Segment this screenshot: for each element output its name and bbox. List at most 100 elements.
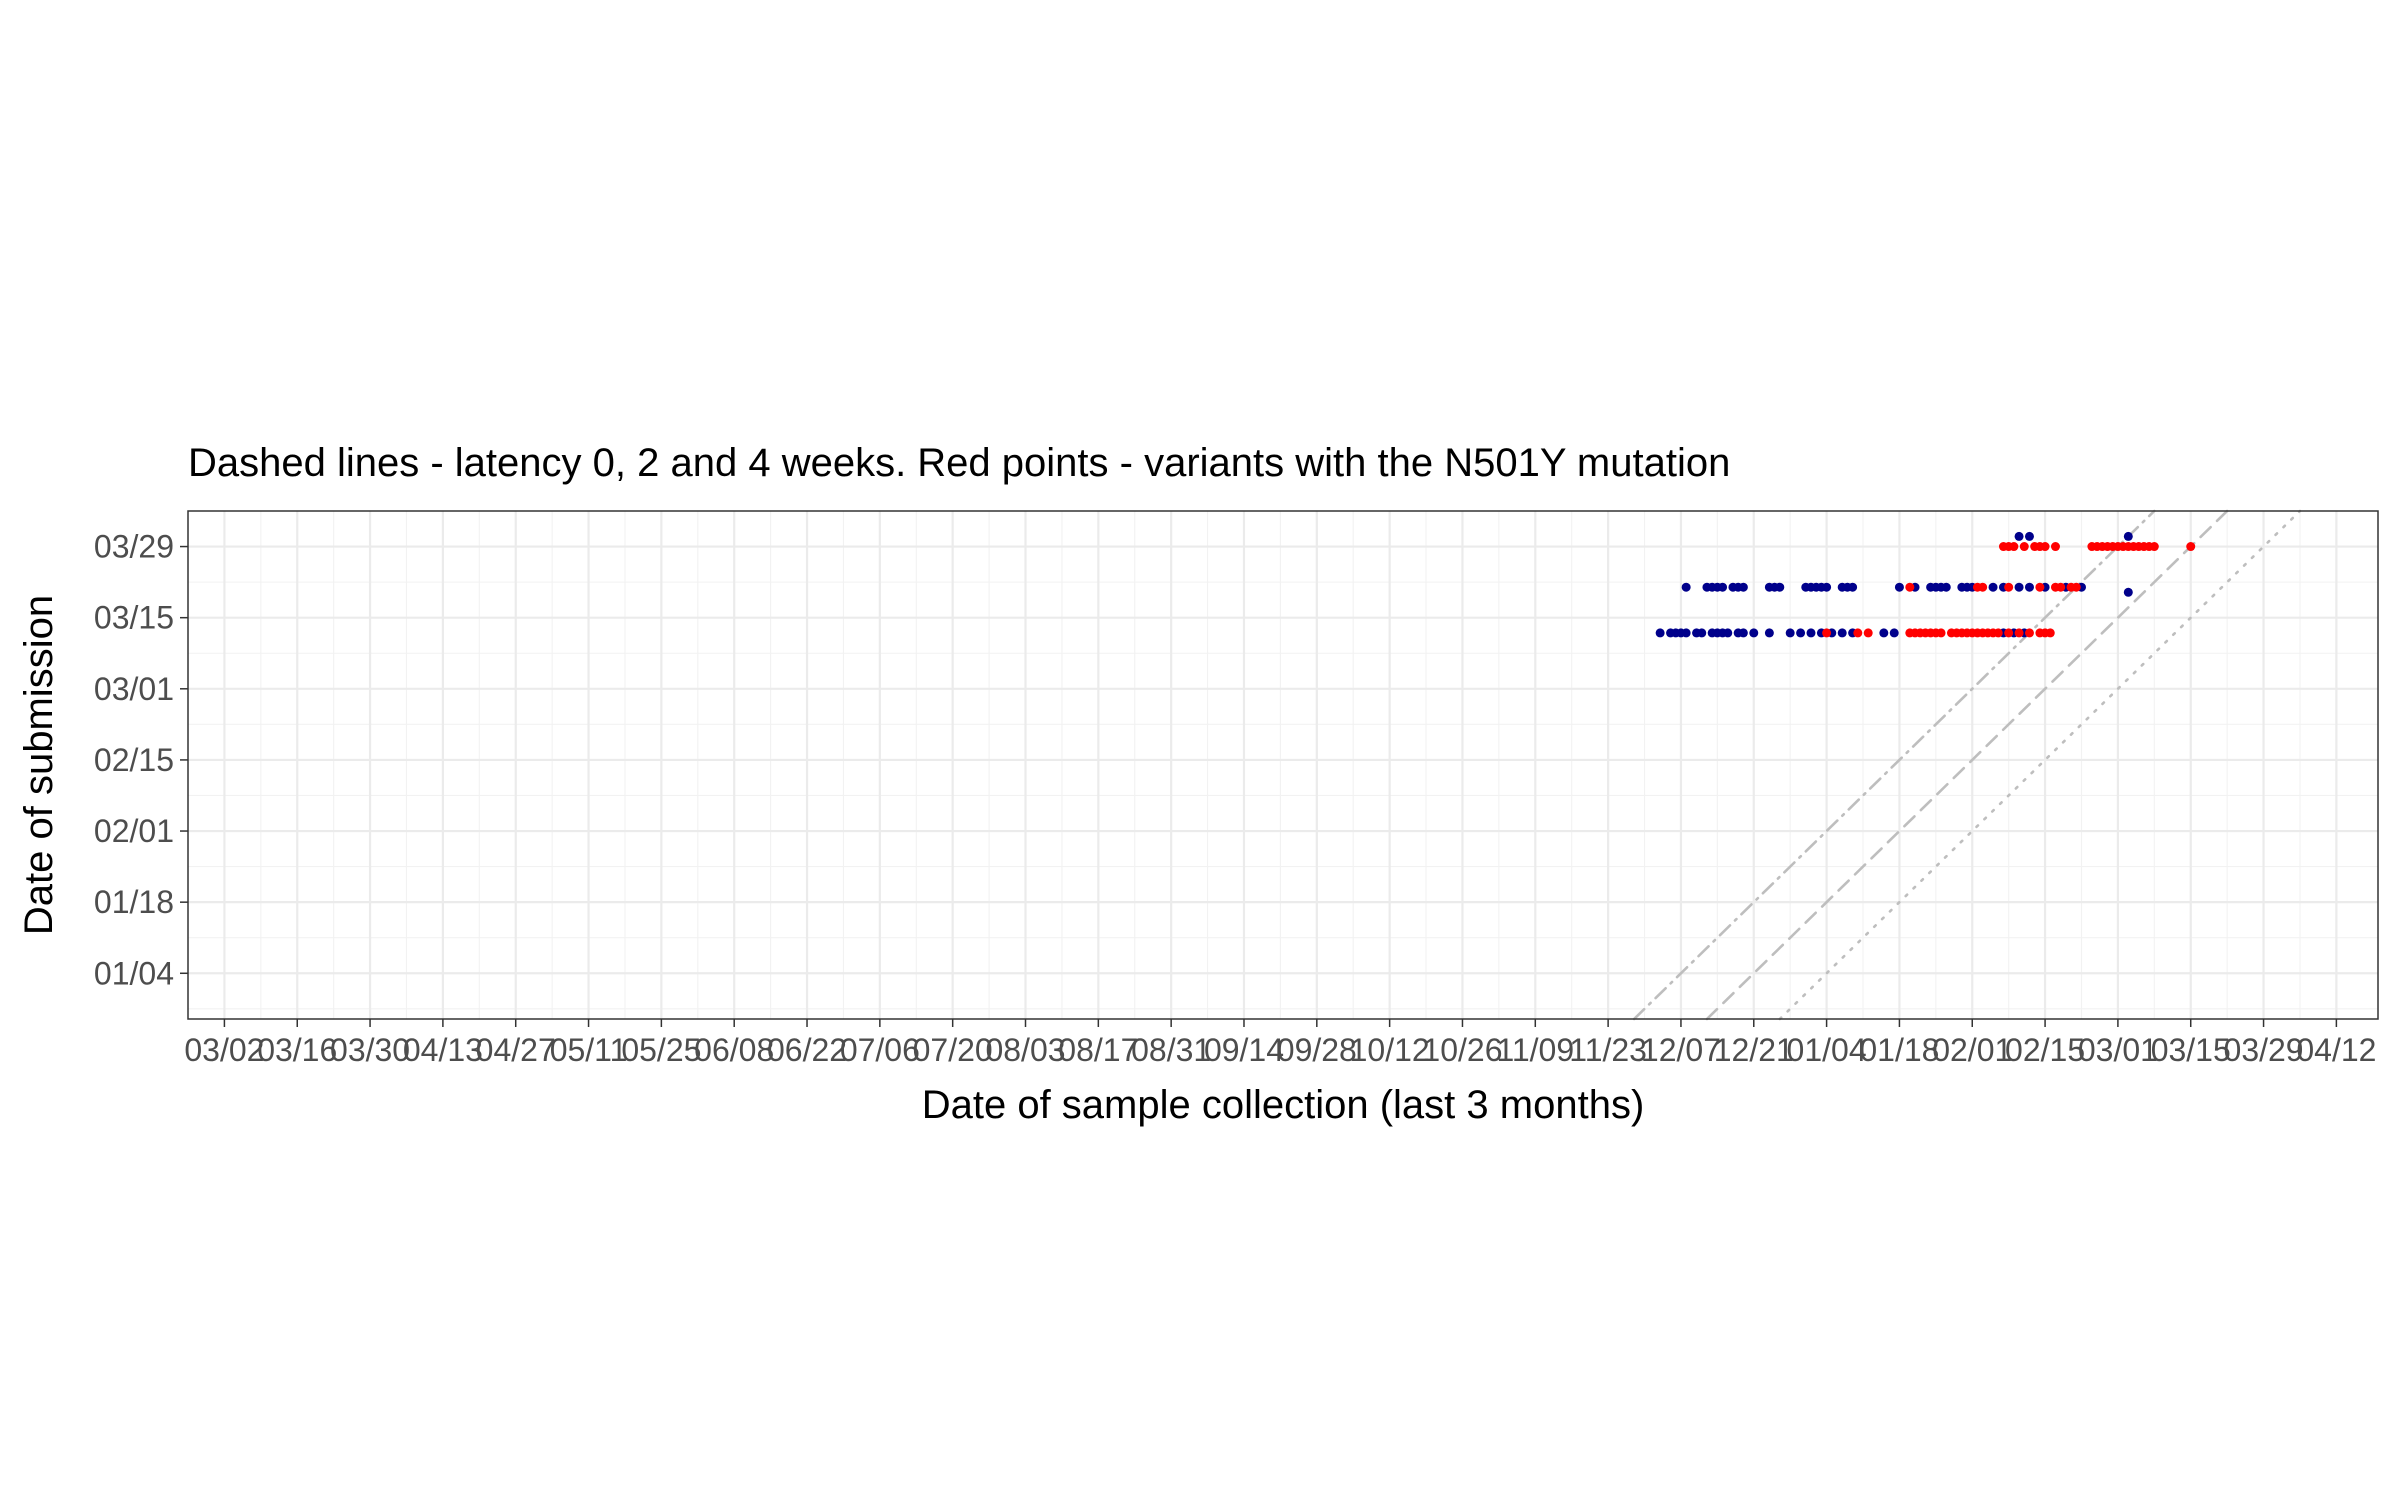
x-tick-label: 07/06 xyxy=(840,1032,920,1068)
series-0-point xyxy=(1889,628,1899,638)
series-1-point xyxy=(2186,542,2196,552)
major-gridlines xyxy=(188,511,2378,1019)
x-tick-label: 03/15 xyxy=(2151,1032,2231,1068)
series-0-point xyxy=(2123,587,2133,597)
x-tick-label: 01/18 xyxy=(1859,1032,1939,1068)
series-0-point xyxy=(1764,628,1774,638)
series-0-point xyxy=(2123,531,2133,541)
y-tick-label: 02/01 xyxy=(94,813,174,849)
latency-reference-lines xyxy=(1632,509,2302,1021)
series-0-point xyxy=(1723,628,1733,638)
y-tick-label: 02/15 xyxy=(94,742,174,778)
series-1-point xyxy=(2009,542,2019,552)
series-0-point xyxy=(1988,582,1998,592)
x-tick-label: 03/29 xyxy=(2224,1032,2304,1068)
series-1-point xyxy=(1822,628,1832,638)
series-0-point xyxy=(1749,628,1759,638)
series-1-point xyxy=(2071,582,2081,592)
x-tick-label: 04/13 xyxy=(403,1032,483,1068)
x-tick-label: 03/01 xyxy=(2078,1032,2158,1068)
series-0-point xyxy=(1681,628,1691,638)
y-axis-ticks: 01/04 01/18 02/01 02/15 03/01 03/15 03/29 xyxy=(94,529,188,991)
series-0-point xyxy=(1879,628,1889,638)
series-0-point xyxy=(2014,582,2024,592)
x-tick-label: 02/15 xyxy=(2005,1032,2085,1068)
series-0-point xyxy=(1796,628,1806,638)
series-1-point xyxy=(1993,628,2003,638)
x-tick-label: 10/26 xyxy=(1422,1032,1502,1068)
latency-4-weeks-line xyxy=(1632,509,2156,1021)
y-tick-label: 03/01 xyxy=(94,671,174,707)
series-0-point xyxy=(1822,582,1832,592)
x-tick-label: 10/12 xyxy=(1350,1032,1430,1068)
series-1-point xyxy=(2024,628,2034,638)
x-tick-label: 03/02 xyxy=(184,1032,264,1068)
y-tick-label: 03/29 xyxy=(94,529,174,565)
series-0-point xyxy=(1848,582,1858,592)
series-1-point xyxy=(1863,628,1873,638)
series-1-point xyxy=(2045,628,2055,638)
series-0-point xyxy=(1837,628,1847,638)
x-tick-label: 08/31 xyxy=(1131,1032,1211,1068)
series-0-point xyxy=(1738,628,1748,638)
latency-2-weeks-line xyxy=(1705,509,2229,1021)
x-tick-label: 11/09 xyxy=(1496,1032,1574,1068)
series-1-point xyxy=(2004,582,2014,592)
x-tick-label: 05/25 xyxy=(621,1032,701,1068)
x-tick-label: 08/03 xyxy=(985,1032,1065,1068)
x-tick-label: 06/08 xyxy=(694,1032,774,1068)
x-tick-label: 09/14 xyxy=(1204,1032,1284,1068)
x-tick-label: 09/28 xyxy=(1277,1032,1357,1068)
x-tick-label: 01/04 xyxy=(1787,1032,1867,1068)
series-0-point xyxy=(1681,582,1691,592)
series-1-point xyxy=(2056,582,2066,592)
y-tick-label: 01/18 xyxy=(94,884,174,920)
series-0-point xyxy=(1806,628,1816,638)
series-1-point xyxy=(2149,542,2159,552)
latency-0-weeks-line xyxy=(1778,509,2302,1021)
series-1-point xyxy=(2019,542,2029,552)
series-1-point xyxy=(1905,582,1915,592)
x-tick-label: 11/23 xyxy=(1569,1032,1647,1068)
plot-border xyxy=(187,510,2379,1020)
series-1-point xyxy=(2040,542,2050,552)
y-tick-label: 03/15 xyxy=(94,600,174,636)
series-0-point xyxy=(1894,582,1904,592)
data-points xyxy=(1655,531,2196,638)
x-tick-label: 12/21 xyxy=(1714,1032,1794,1068)
x-tick-label: 05/11 xyxy=(550,1032,628,1068)
series-1-point xyxy=(2004,628,2014,638)
series-1-point xyxy=(2050,542,2060,552)
series-1-point xyxy=(2035,582,2045,592)
x-tick-label: 04/27 xyxy=(476,1032,556,1068)
series-1-point xyxy=(1853,628,1863,638)
series-0-point xyxy=(2024,531,2034,541)
series-0-point xyxy=(1718,582,1728,592)
series-1-point xyxy=(1978,582,1988,592)
x-axis-title: Date of sample collection (last 3 months… xyxy=(922,1083,1645,1127)
y-axis-title: Date of submission xyxy=(17,595,61,935)
series-0-point xyxy=(1738,582,1748,592)
series-1-point xyxy=(2014,628,2024,638)
series-0-point xyxy=(1775,582,1785,592)
series-0-point xyxy=(1785,628,1795,638)
y-tick-label: 01/04 xyxy=(94,955,174,991)
x-tick-label: 03/30 xyxy=(330,1032,410,1068)
minor-gridlines xyxy=(188,511,2378,1019)
series-0-point xyxy=(1941,582,1951,592)
x-axis-ticks: 03/0203/1603/3004/1304/2705/1105/2506/08… xyxy=(184,1019,2376,1068)
x-tick-label: 04/12 xyxy=(2296,1032,2376,1068)
x-tick-label: 02/01 xyxy=(1932,1032,2012,1068)
x-tick-label: 06/22 xyxy=(767,1032,847,1068)
series-0-point xyxy=(1697,628,1707,638)
series-0-point xyxy=(2024,582,2034,592)
x-tick-label: 12/07 xyxy=(1641,1032,1721,1068)
series-1-point xyxy=(1936,628,1946,638)
series-0-point xyxy=(2014,531,2024,541)
x-tick-label: 03/16 xyxy=(257,1032,337,1068)
x-tick-label: 08/17 xyxy=(1058,1032,1138,1068)
chart-title: Dashed lines - latency 0, 2 and 4 weeks.… xyxy=(188,441,1730,485)
x-tick-label: 07/20 xyxy=(913,1032,993,1068)
plot-panel xyxy=(188,511,2378,1019)
